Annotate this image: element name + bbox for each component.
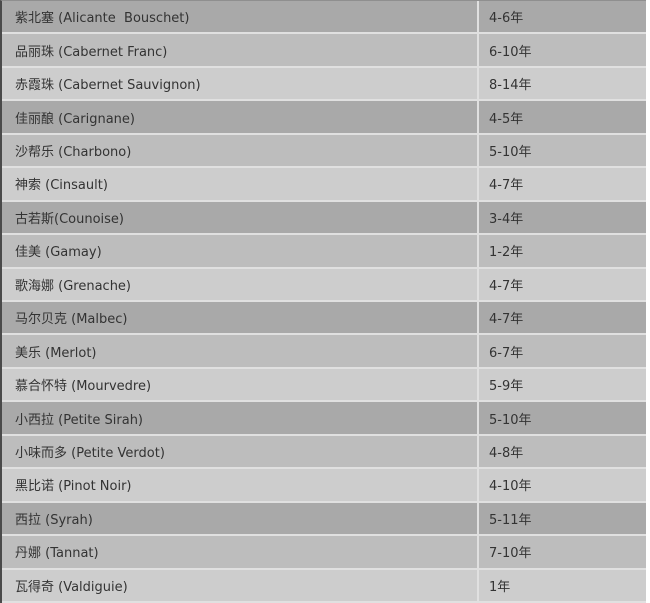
aging-cell-text: 6-10年 bbox=[489, 44, 532, 60]
table-row: 佳丽酿 (Carignane) 4-5年 bbox=[2, 101, 646, 135]
table-row: 歌海娜 (Grenache) 4-7年 bbox=[2, 268, 646, 302]
variety-cell: 小西拉 (Petite Sirah) bbox=[2, 402, 479, 434]
variety-cell-text: 小西拉 (Petite Sirah) bbox=[15, 412, 144, 428]
table-row: 沙帮乐 (Charbono) 5-10年 bbox=[2, 134, 646, 169]
aging-cell-text: 3-4年 bbox=[489, 211, 524, 227]
aging-cell-text: 4-5年 bbox=[489, 111, 524, 127]
variety-cell-text: 紫北塞 (Alicante Bouschet) bbox=[15, 11, 190, 27]
aging-cell: 4-7年 bbox=[479, 269, 646, 300]
table-row: 美乐 (Merlot) 6-7年 bbox=[2, 335, 646, 369]
table-row: 神索 (Cinsault) 4-7年 bbox=[2, 168, 646, 202]
aging-cell: 4-7年 bbox=[479, 302, 646, 333]
table-row: 品丽珠 (Cabernet Franc) 6-10年 bbox=[2, 34, 646, 68]
aging-cell-text: 1年 bbox=[489, 579, 511, 595]
table-row: 小味而多 (Petite Verdot) 4-8年 bbox=[2, 435, 646, 470]
aging-cell: 6-10年 bbox=[479, 34, 646, 65]
table-row: 小西拉 (Petite Sirah) 5-10年 bbox=[2, 402, 646, 436]
aging-cell: 4-10年 bbox=[479, 469, 646, 500]
variety-cell-text: 小味而多 (Petite Verdot) bbox=[15, 445, 165, 461]
table-row: 丹娜 (Tannat) 7-10年 bbox=[2, 536, 646, 570]
variety-cell-text: 瓦得奇 (Valdiguie) bbox=[15, 579, 128, 595]
aging-cell: 7-10年 bbox=[479, 536, 646, 567]
variety-cell: 慕合怀特 (Mourvedre) bbox=[2, 368, 479, 401]
variety-cell: 佳丽酿 (Carignane) bbox=[2, 101, 479, 133]
variety-cell: 瓦得奇 (Valdiguie) bbox=[2, 569, 479, 601]
aging-cell-text: 4-7年 bbox=[489, 178, 524, 194]
aging-cell: 4-6年 bbox=[479, 1, 646, 32]
variety-cell: 古若斯(Counoise) bbox=[2, 201, 479, 234]
variety-cell-text: 佳丽酿 (Carignane) bbox=[15, 111, 135, 127]
aging-cell-text: 6-7年 bbox=[489, 345, 524, 361]
aging-cell: 5-10年 bbox=[479, 135, 646, 166]
aging-cell-text: 4-10年 bbox=[489, 479, 532, 495]
variety-cell: 西拉 (Syrah) bbox=[2, 502, 479, 535]
variety-cell-text: 丹娜 (Tannat) bbox=[15, 546, 99, 562]
variety-cell: 丹娜 (Tannat) bbox=[2, 536, 479, 568]
variety-cell: 小味而多 (Petite Verdot) bbox=[2, 435, 479, 468]
aging-cell-text: 4-7年 bbox=[489, 312, 524, 328]
variety-cell: 美乐 (Merlot) bbox=[2, 335, 479, 367]
variety-cell-text: 西拉 (Syrah) bbox=[15, 512, 93, 528]
variety-cell-text: 马尔贝克 (Malbec) bbox=[15, 312, 128, 328]
variety-cell-text: 赤霞珠 (Cabernet Sauvignon) bbox=[15, 78, 201, 94]
table-row: 紫北塞 (Alicante Bouschet) 4-6年 bbox=[2, 1, 646, 35]
variety-cell: 佳美 (Gamay) bbox=[2, 235, 479, 267]
aging-cell-text: 5-11年 bbox=[489, 512, 532, 528]
table-row: 马尔贝克 (Malbec) 4-7年 bbox=[2, 301, 646, 336]
variety-cell: 神索 (Cinsault) bbox=[2, 168, 479, 200]
aging-cell: 5-10年 bbox=[479, 402, 646, 433]
variety-cell: 紫北塞 (Alicante Bouschet) bbox=[2, 1, 479, 33]
aging-cell: 8-14年 bbox=[479, 68, 646, 99]
variety-cell-text: 沙帮乐 (Charbono) bbox=[15, 144, 132, 160]
aging-cell-text: 7-10年 bbox=[489, 546, 532, 562]
variety-cell-text: 神索 (Cinsault) bbox=[15, 178, 108, 194]
table-row: 佳美 (Gamay) 1-2年 bbox=[2, 235, 646, 269]
table-row: 古若斯(Counoise) 3-4年 bbox=[2, 201, 646, 236]
aging-cell-text: 5-10年 bbox=[489, 144, 532, 160]
aging-cell-text: 4-8年 bbox=[489, 445, 524, 461]
aging-cell: 5-11年 bbox=[479, 503, 646, 534]
aging-cell: 3-4年 bbox=[479, 202, 646, 233]
aging-cell: 5-9年 bbox=[479, 369, 646, 400]
variety-cell-text: 歌海娜 (Grenache) bbox=[15, 278, 131, 294]
aging-cell: 6-7年 bbox=[479, 335, 646, 366]
aging-cell-text: 8-14年 bbox=[489, 78, 532, 94]
aging-cell: 4-5年 bbox=[479, 101, 646, 132]
table-row: 赤霞珠 (Cabernet Sauvignon) 8-14年 bbox=[2, 67, 646, 102]
table-row: 黑比诺 (Pinot Noir) 4-10年 bbox=[2, 469, 646, 503]
variety-cell-text: 佳美 (Gamay) bbox=[15, 245, 102, 261]
variety-cell-text: 古若斯(Counoise) bbox=[15, 211, 124, 227]
aging-cell: 1年 bbox=[479, 570, 646, 601]
aging-cell: 4-8年 bbox=[479, 436, 646, 467]
variety-cell: 马尔贝克 (Malbec) bbox=[2, 301, 479, 334]
variety-cell: 黑比诺 (Pinot Noir) bbox=[2, 469, 479, 501]
variety-cell-text: 慕合怀特 (Mourvedre) bbox=[15, 379, 152, 395]
aging-cell-text: 4-6年 bbox=[489, 11, 524, 27]
variety-cell: 赤霞珠 (Cabernet Sauvignon) bbox=[2, 67, 479, 100]
aging-cell-text: 5-10年 bbox=[489, 412, 532, 428]
table-row: 瓦得奇 (Valdiguie) 1年 bbox=[2, 569, 646, 603]
aging-cell: 1-2年 bbox=[479, 235, 646, 266]
variety-cell-text: 美乐 (Merlot) bbox=[15, 345, 97, 361]
table-row: 西拉 (Syrah) 5-11年 bbox=[2, 502, 646, 537]
variety-cell: 沙帮乐 (Charbono) bbox=[2, 134, 479, 167]
variety-cell: 歌海娜 (Grenache) bbox=[2, 268, 479, 300]
variety-cell-text: 黑比诺 (Pinot Noir) bbox=[15, 479, 132, 495]
aging-cell: 4-7年 bbox=[479, 168, 646, 199]
variety-cell: 品丽珠 (Cabernet Franc) bbox=[2, 34, 479, 66]
variety-cell-text: 品丽珠 (Cabernet Franc) bbox=[15, 44, 168, 60]
aging-cell-text: 1-2年 bbox=[489, 245, 524, 261]
aging-cell-text: 5-9年 bbox=[489, 379, 524, 395]
table-row: 慕合怀特 (Mourvedre) 5-9年 bbox=[2, 368, 646, 403]
aging-cell-text: 4-7年 bbox=[489, 278, 524, 294]
